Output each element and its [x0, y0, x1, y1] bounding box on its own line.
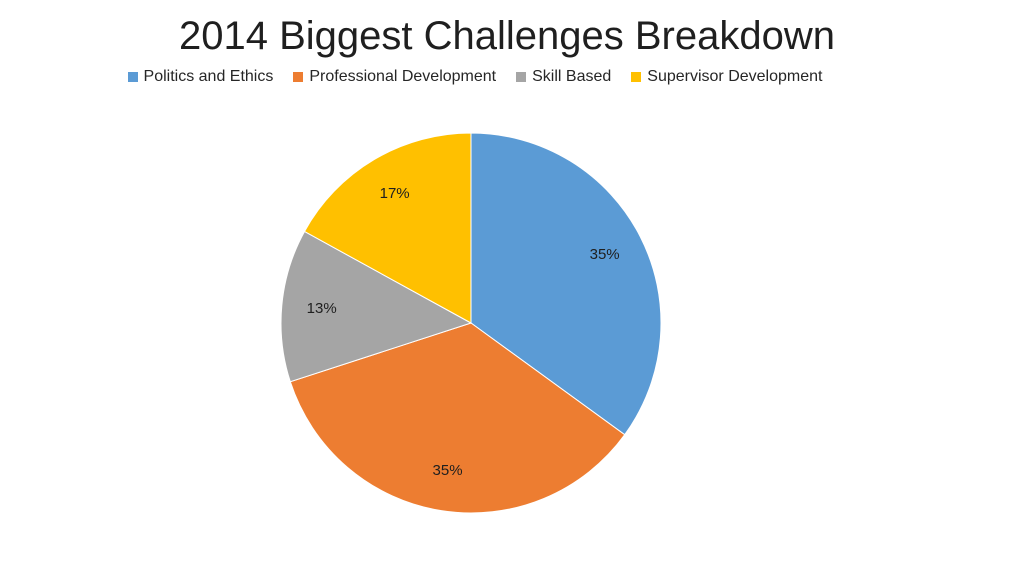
legend-item-skill-based: Skill Based: [516, 66, 611, 88]
legend-swatch-professional-development: [293, 72, 304, 82]
data-label-professional-development: 35%: [433, 462, 463, 479]
legend-label-politics-and-ethics: Politics and Ethics: [143, 68, 274, 85]
legend-label-supervisor-development: Supervisor Development: [647, 68, 823, 85]
legend-label-professional-development: Professional Development: [309, 68, 497, 85]
pie-slice-skill-based: [280, 230, 473, 383]
legend-swatch-supervisor-development: [631, 72, 642, 82]
legend-label-skill-based: Skill Based: [532, 68, 612, 85]
legend-item-politics-and-ethics: Politics and Ethics: [127, 66, 274, 88]
data-label-politics-and-ethics: 35%: [590, 246, 620, 263]
data-label-supervisor-development: 17%: [380, 185, 410, 202]
chart-legend: Politics and Ethics Professional Develop…: [0, 66, 950, 88]
legend-swatch-skill-based: [516, 72, 527, 82]
legend-item-professional-development: Professional Development: [293, 66, 496, 88]
data-label-skill-based: 13%: [307, 300, 337, 317]
pie-slice-professional-development: [289, 322, 626, 514]
legend-swatch-politics-and-ethics: [127, 72, 138, 82]
legend-item-supervisor-development: Supervisor Development: [631, 66, 822, 88]
pie-slice-politics-and-ethics: [470, 132, 662, 436]
chart-title: 2014 Biggest Challenges Breakdown: [179, 14, 835, 58]
pie-slice-supervisor-development: [303, 132, 472, 324]
